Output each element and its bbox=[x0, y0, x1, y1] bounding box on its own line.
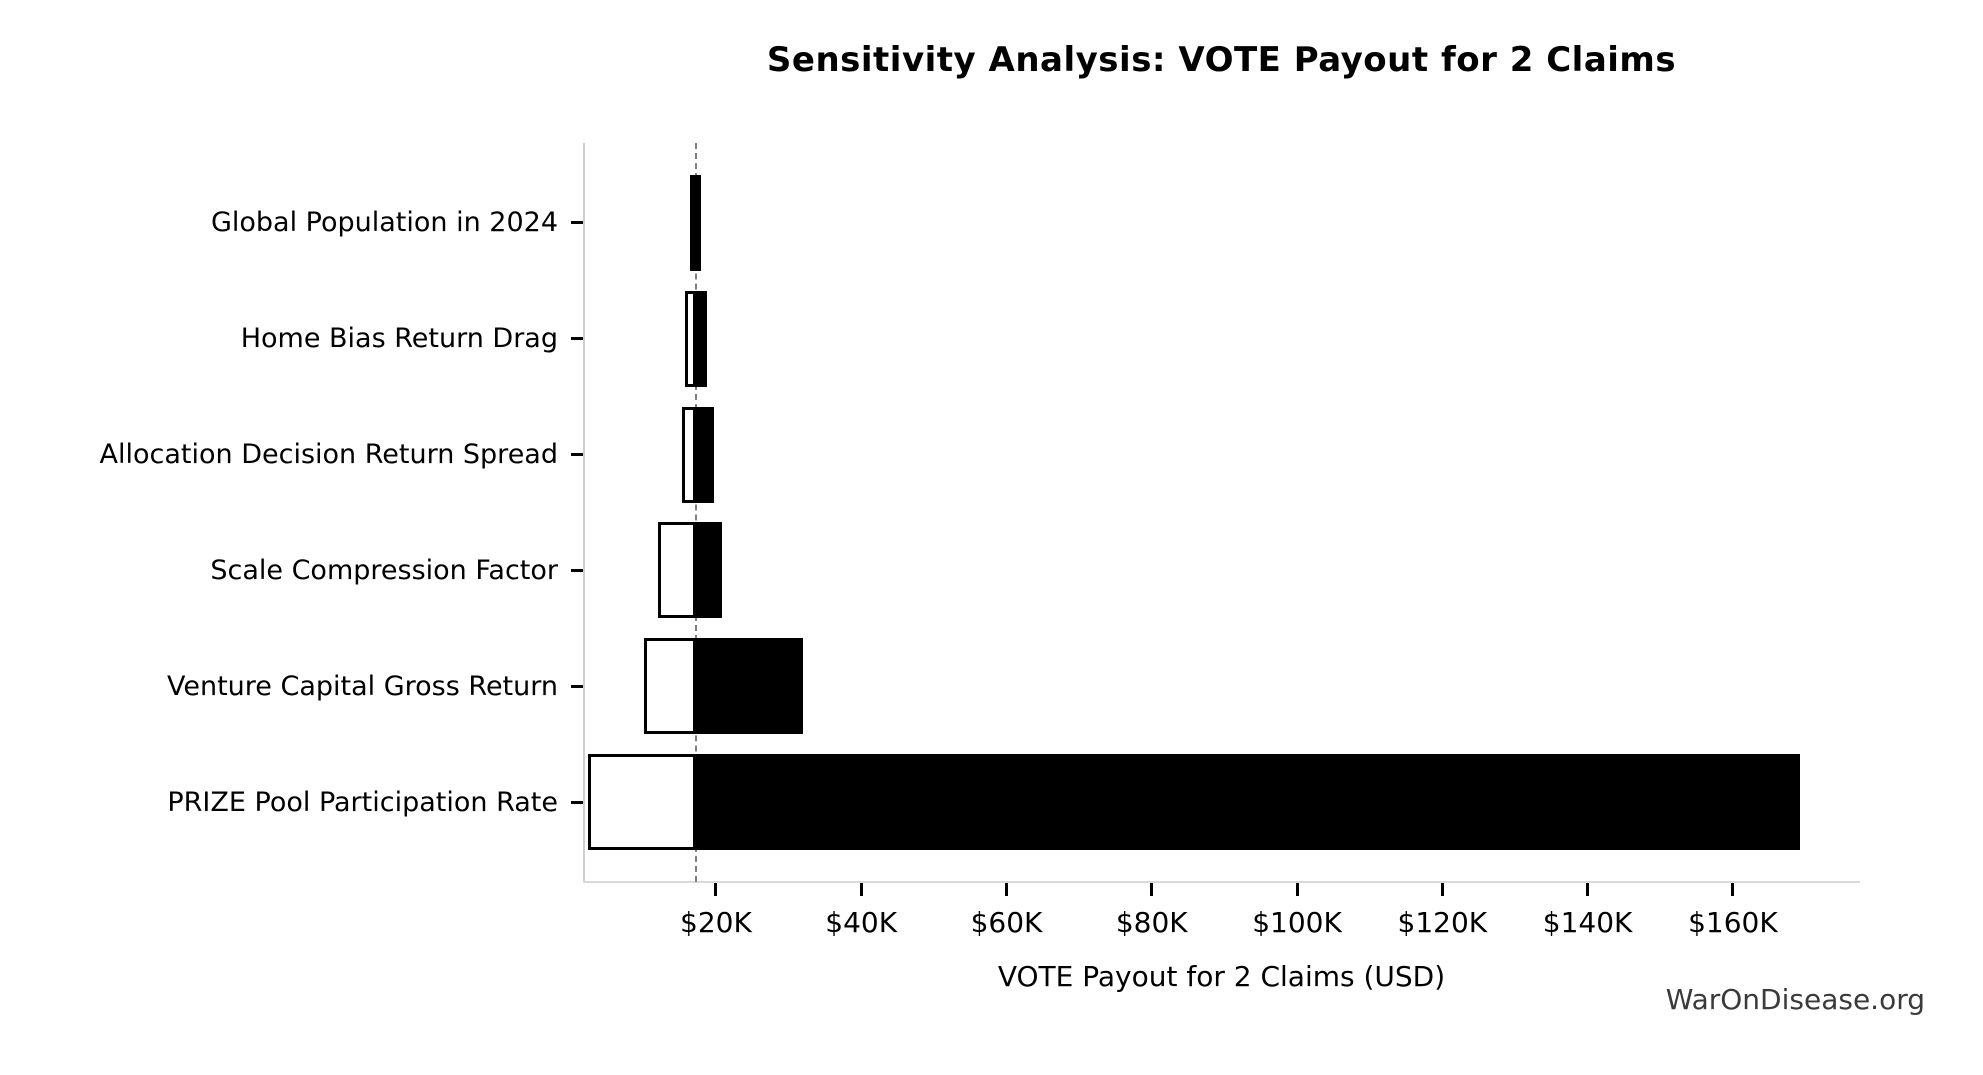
x-tick-label: $160K bbox=[1688, 906, 1778, 939]
x-tick-mark bbox=[1004, 883, 1008, 896]
y-tick-label: Allocation Decision Return Spread bbox=[99, 439, 558, 471]
x-tick-mark bbox=[1150, 883, 1154, 896]
x-tick-label: $60K bbox=[970, 906, 1043, 939]
bar-high bbox=[695, 290, 708, 387]
x-tick-mark bbox=[1586, 883, 1590, 896]
x-tick-mark bbox=[1440, 883, 1444, 896]
bar-low bbox=[588, 754, 696, 851]
bar-low bbox=[685, 290, 696, 387]
y-tick-label: Venture Capital Gross Return bbox=[166, 670, 558, 702]
y-tick-mark bbox=[571, 684, 583, 688]
x-tick-mark bbox=[1731, 883, 1735, 896]
x-tick-label: $140K bbox=[1542, 906, 1633, 939]
x-tick-label: $20K bbox=[680, 906, 752, 939]
bar-high bbox=[695, 638, 804, 735]
chart-title: Sensitivity Analysis: VOTE Payout for 2 … bbox=[766, 40, 1677, 80]
watermark: WarOnDisease.org bbox=[1665, 983, 1925, 1016]
y-tick-mark bbox=[571, 453, 583, 457]
y-axis-line bbox=[583, 143, 585, 882]
bar-high bbox=[695, 174, 701, 271]
y-tick-label: PRIZE Pool Participation Rate bbox=[167, 786, 558, 818]
x-tick-label: $80K bbox=[1115, 906, 1188, 939]
y-tick-mark bbox=[571, 568, 583, 572]
x-tick-label: $120K bbox=[1397, 906, 1488, 939]
x-tick-mark bbox=[1295, 883, 1299, 896]
x-tick-label: $40K bbox=[825, 906, 898, 939]
bar-low bbox=[689, 174, 696, 271]
bar-low bbox=[644, 638, 696, 735]
x-axis-line bbox=[583, 881, 1860, 883]
bar-high bbox=[695, 522, 722, 619]
y-tick-label: Home Bias Return Drag bbox=[240, 323, 558, 355]
bar-high bbox=[695, 406, 715, 503]
y-tick-mark bbox=[571, 337, 583, 341]
x-axis-title: VOTE Payout for 2 Claims (USD) bbox=[997, 960, 1446, 993]
y-tick-label: Global Population in 2024 bbox=[210, 207, 558, 239]
bar-high bbox=[695, 754, 1800, 851]
baseline-dashed-line bbox=[694, 143, 697, 882]
bar-low bbox=[657, 522, 696, 619]
bar-low bbox=[681, 406, 696, 503]
x-tick-mark bbox=[714, 883, 718, 896]
x-tick-mark bbox=[859, 883, 863, 896]
x-tick-label: $100K bbox=[1252, 906, 1342, 939]
y-tick-mark bbox=[571, 221, 583, 225]
y-tick-label: Scale Compression Factor bbox=[210, 554, 558, 586]
y-tick-mark bbox=[571, 800, 583, 804]
